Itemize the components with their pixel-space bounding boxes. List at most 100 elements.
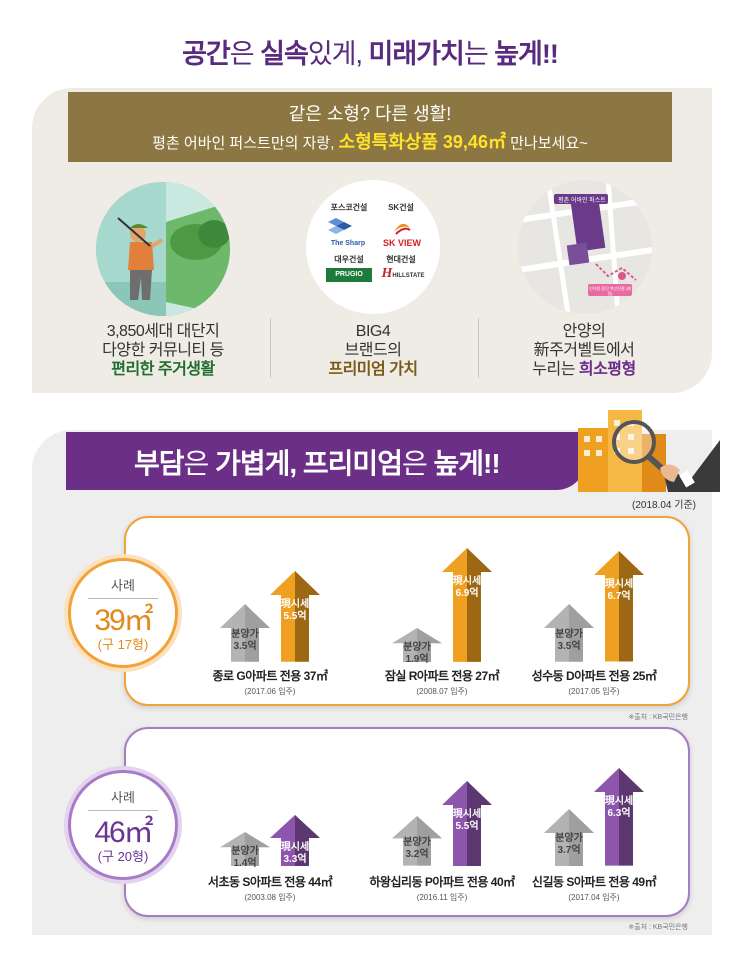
apartment-caption: 하왕십리동 P아파트 전용 40㎡ (2016.11 입주) — [367, 873, 517, 903]
move-in-date: (2017.04 입주) — [568, 893, 620, 902]
badge-size: 46㎡ — [94, 816, 153, 849]
badge-sub: (구 20형) — [97, 849, 149, 864]
intro-banner: 같은 소형? 다른 생활! 평촌 어바인 퍼스트만의 자랑, 소형특화상품 39… — [68, 92, 672, 162]
sale-price-label: 분양가 3.7억 — [555, 832, 583, 856]
badge-size: 39㎡ — [94, 604, 153, 637]
title-word: 실속 — [260, 39, 309, 69]
apartment-name: 하왕십리동 P아파트 전용 40㎡ — [369, 875, 515, 889]
case-badge-39: 사례 39㎡ (구 17형) — [68, 558, 178, 668]
the-sharp-logo: The Sharp — [326, 216, 370, 247]
feature-3: 안양의 新주거벨트에서 누리는 희소평형 — [494, 322, 674, 379]
daewoo-label: 대우건설 — [334, 255, 364, 264]
location-map: 평촌 어바인 퍼스트 인덕원-동탄 복선전철 (예정) — [518, 180, 652, 314]
hillstate-logo: HHILLSTATE — [381, 266, 425, 281]
apartment-caption: 성수동 D아파트 전용 25㎡ (2017.05 입주) — [519, 667, 669, 697]
market-price-label: 現시세 5.5억 — [452, 808, 482, 832]
apartment-name: 성수동 D아파트 전용 25㎡ — [531, 669, 657, 683]
main-title: 공간은 실속있게, 미래가치는 높게!! — [0, 32, 740, 71]
title-word: 높게!! — [494, 39, 559, 69]
title-word: 있게, — [307, 39, 369, 69]
title-word: 은 — [401, 448, 434, 479]
prugio-logo: PRUGIO — [326, 268, 372, 282]
sk-view-logo: SK VIEW — [376, 222, 428, 248]
feature-1: 3,850세대 대단지 다양한 커뮤니티 등 편리한 주거생활 — [73, 322, 253, 379]
prugio-text: PRUGIO — [335, 271, 363, 278]
banner-text: 평촌 어바인 퍼스트만의 자랑, — [152, 135, 339, 152]
feature-highlight: 편리한 주거생활 — [111, 361, 215, 378]
feature-line: 다양한 커뮤니티 등 — [102, 342, 224, 359]
title-word: 은 — [183, 448, 216, 479]
golf-illustration — [96, 182, 230, 316]
case-card-39 — [124, 516, 690, 706]
title-word: 는 — [463, 39, 495, 69]
market-price-label: 現시세 6.9억 — [452, 576, 482, 600]
source-note: ※출처 : KB국민은행 — [628, 924, 688, 931]
banner-text: 만나보세요~ — [505, 135, 588, 152]
title-word: 높게!! — [433, 448, 501, 479]
apartment-name: 잠실 R아파트 전용 27㎡ — [384, 669, 500, 683]
market-price-arrow: 現시세 6.9억 — [442, 548, 492, 662]
market-price-arrow: 現시세 6.3억 — [594, 768, 644, 866]
title-word: 은 — [229, 39, 261, 69]
sale-price-arrow: 분양가 3.5억 — [220, 604, 270, 662]
sale-price-arrow: 분양가 3.7억 — [544, 808, 594, 866]
move-in-date: (2003.08 입주) — [244, 893, 296, 902]
sale-price-label: 분양가 3.5억 — [231, 628, 259, 652]
basis-date: (2018.04 기준) — [632, 500, 696, 511]
apartment-caption: 잠실 R아파트 전용 27㎡ (2008.07 입주) — [367, 667, 517, 697]
feature-line: 新주거벨트에서 — [533, 342, 635, 359]
title-word: 공간 — [182, 39, 231, 69]
sale-price-arrow: 분양가 1.9억 — [392, 628, 442, 665]
feature-line: 3,850세대 대단지 — [106, 323, 220, 340]
hillstate-text: HILLSTATE — [392, 273, 425, 279]
feature-highlight: 프리미엄 가치 — [328, 361, 418, 378]
feature-2: BIG4 브랜드의 프리미엄 가치 — [283, 322, 463, 379]
apartment-name: 종로 G아파트 전용 37㎡ — [212, 669, 328, 683]
sale-price-arrow: 분양가 3.2억 — [392, 816, 442, 866]
badge-sub: (구 17형) — [97, 637, 149, 652]
apartment-caption: 서초동 S아파트 전용 44㎡ (2003.08 입주) — [195, 873, 345, 903]
feature-line: 브랜드의 — [344, 342, 402, 359]
feature-line: 안양의 — [562, 323, 606, 340]
banner-line1: 같은 소형? 다른 생활! — [288, 104, 452, 124]
sale-price-label: 분양가 1.4억 — [231, 846, 259, 870]
hyundai-label: 현대건설 — [386, 255, 416, 264]
move-in-date: (2017.06 입주) — [244, 687, 296, 696]
feature-divider — [478, 318, 479, 378]
apartment-caption: 종로 G아파트 전용 37㎡ (2017.06 입주) — [195, 667, 345, 697]
sale-price-arrow: 분양가 3.5억 — [544, 604, 594, 662]
the-sharp-text: The Sharp — [330, 240, 366, 247]
market-price-arrow: 現시세 5.5억 — [270, 571, 320, 662]
case-badge-46: 사례 46㎡ (구 20형) — [68, 770, 178, 880]
banner-highlight: 소형특화상품 39,46㎡ — [338, 132, 506, 152]
market-price-label: 現시세 5.5억 — [280, 599, 310, 623]
badge-label: 사례 — [71, 575, 175, 599]
market-price-arrow: 現시세 6.7억 — [594, 551, 644, 662]
move-in-date: (2016.11 입주) — [416, 893, 468, 902]
source-note: ※출처 : KB국민은행 — [628, 714, 688, 721]
title-word: 가볍게, 프리미엄 — [215, 448, 403, 479]
sale-price-label: 분양가 3.2억 — [403, 837, 431, 861]
feature-line: 누리는 — [532, 361, 579, 378]
sk-label: SK건설 — [388, 203, 414, 212]
feature-divider — [270, 318, 271, 378]
apartment-name: 신길동 S아파트 전용 49㎡ — [531, 875, 657, 889]
comparison-title: 부담은 가볍게, 프리미엄은 높게!! — [134, 442, 501, 482]
title-word: 부담 — [134, 448, 185, 479]
brand-logos: 포스코건설 SK건설 The Sharp SK VIEW 대우건설 현대건설 P… — [306, 180, 440, 314]
banner-line2: 평촌 어바인 퍼스트만의 자랑, 소형특화상품 39,46㎡ 만나보세요~ — [68, 128, 672, 154]
badge-label: 사례 — [71, 787, 175, 811]
sale-price-label: 분양가 3.5억 — [555, 628, 583, 652]
market-price-arrow: 現시세 3.3억 — [270, 814, 320, 866]
feature-highlight: 희소평형 — [578, 361, 636, 378]
sale-price-label: 분양가 1.9억 — [403, 642, 431, 666]
sale-price-arrow: 분양가 1.4억 — [220, 832, 270, 869]
apartment-caption: 신길동 S아파트 전용 49㎡ (2017.04 입주) — [519, 873, 669, 903]
market-price-label: 現시세 3.3억 — [280, 841, 310, 865]
sk-view-text: SK VIEW — [382, 238, 421, 248]
building-magnifier-illustration — [578, 410, 720, 492]
market-price-arrow: 現시세 5.5억 — [442, 780, 492, 866]
comparison-banner: 부담은 가볍게, 프리미엄은 높게!! — [66, 432, 586, 490]
market-price-label: 現시세 6.3억 — [604, 796, 634, 820]
title-word: 미래가치 — [368, 39, 465, 69]
